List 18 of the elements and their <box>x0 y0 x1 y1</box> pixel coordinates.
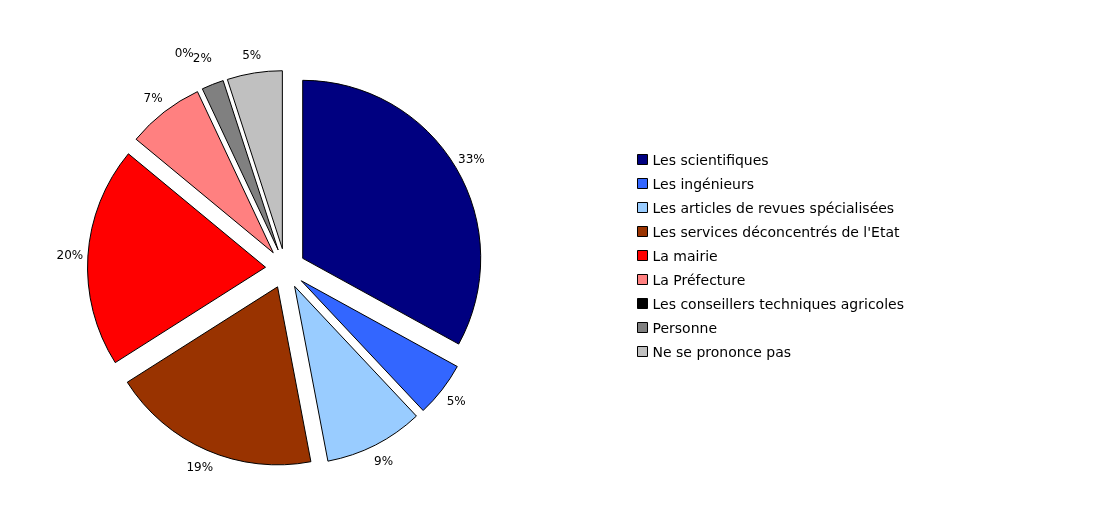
legend-label: Ne se prononce pas <box>652 343 792 360</box>
data-label: 9% <box>374 453 394 468</box>
data-label: 20% <box>56 247 84 262</box>
data-label: 5% <box>446 393 466 408</box>
data-label: 19% <box>186 459 214 474</box>
legend-label: La Préfecture <box>652 271 746 288</box>
legend-label: Les articles de revues spécialisées <box>652 199 895 216</box>
data-label: 7% <box>143 90 163 105</box>
legend-label: Les ingénieurs <box>652 175 754 192</box>
legend-label: Les scientifiques <box>652 151 769 168</box>
data-label: 2% <box>192 51 212 66</box>
legend-label: Personne <box>652 319 718 336</box>
text: 0% <box>174 46 194 61</box>
data-label: 5% <box>242 48 262 63</box>
data-label: 33% <box>458 151 485 166</box>
legend-label: Les services déconcentrés de l'Etat <box>652 223 901 240</box>
legend-label: Les conseillers techniques agricoles <box>652 295 904 312</box>
legend-label: La mairie <box>652 247 718 264</box>
